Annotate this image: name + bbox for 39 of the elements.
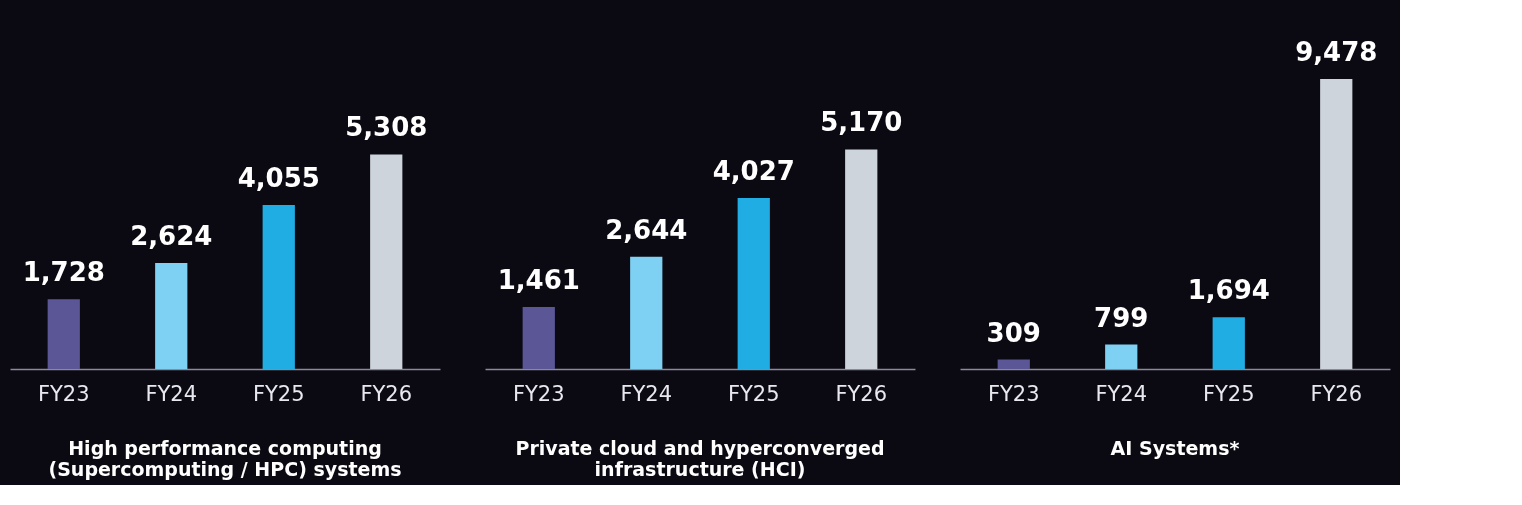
data-label: 2,624 [130,220,213,251]
x-tick-label: FY23 [987,381,1040,406]
x-tick-label: FY26 [1310,381,1363,406]
data-label: 5,308 [345,112,428,143]
bar [1105,344,1138,369]
text: High performance computing (Supercomputing / HPC) systems [48,437,402,480]
data-label: 9,478 [1295,37,1378,67]
data-label: 309 [986,317,1041,348]
data-label: 2,644 [605,214,688,245]
x-tick-label: FY26 [360,381,413,406]
x-tick-label: FY23 [37,381,90,406]
x-tick-label: FY23 [512,381,565,406]
x-tick-label: FY25 [252,381,305,406]
text: AI Systems* [1110,437,1240,459]
x-tick-label: FY26 [835,381,888,406]
x-tick-label: FY24 [620,381,673,406]
data-label: 1,461 [497,264,580,295]
bar [1212,317,1245,369]
bar [47,299,80,369]
bar [845,149,878,369]
data-label: 4,027 [712,156,795,186]
bar [1320,79,1353,369]
x-tick-label: FY25 [727,381,780,406]
x-tick-label: FY24 [1095,381,1148,406]
bar [155,262,188,369]
data-label: 799 [1094,302,1149,333]
x-tick-label: FY25 [1202,381,1255,406]
bar [262,205,295,369]
data-label: 1,728 [22,257,105,288]
bar [997,359,1030,369]
data-label: 4,055 [237,163,320,194]
bar [737,198,770,369]
data-label: 5,170 [820,107,903,138]
data-label: 1,694 [1187,275,1270,306]
x-tick-label: FY24 [145,381,198,406]
bar [630,256,663,369]
text: Private cloud and hyperconverged infrastructure (HCI) [515,437,885,480]
bar [522,306,555,369]
bar [370,154,403,369]
